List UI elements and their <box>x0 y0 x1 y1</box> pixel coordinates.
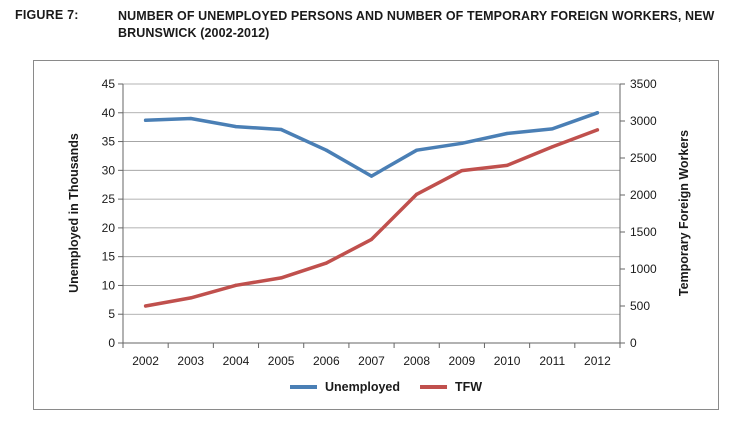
x-tick-label-2012: 2012 <box>584 354 611 368</box>
y-axis-right-title: Temporary Foreign Workers <box>677 130 691 296</box>
y-right-tick-label-0: 0 <box>630 336 637 350</box>
point-unemployed-2006 <box>324 148 328 152</box>
right-tick-labels: 0 500 1000 1500 2000 2500 3000 3500 <box>630 77 657 350</box>
point-tfw-2009 <box>460 168 464 173</box>
x-tick-labels: 2002 2003 2004 2005 2006 2007 2008 2009 2010 2011… <box>132 354 611 368</box>
point-unemployed-2005 <box>279 127 283 132</box>
point-unemployed-2007 <box>369 174 374 178</box>
figure-title: NUMBER OF UNEMPLOYED PERSONS AND NUMBER … <box>118 9 715 40</box>
point-tfw-2006 <box>324 261 328 265</box>
x-tick-label-2005: 2005 <box>268 354 295 368</box>
y-right-tick-label-1: 500 <box>630 299 650 313</box>
point-unemployed-2011 <box>550 127 554 131</box>
y-left-tick-label-8: 40 <box>102 106 116 120</box>
x-tick-label-2009: 2009 <box>449 354 476 368</box>
point-tfw-2005 <box>279 276 283 280</box>
series-line-tfw <box>143 128 600 308</box>
point-unemployed-2010 <box>505 131 509 136</box>
x-tick-label-2008: 2008 <box>403 354 430 368</box>
y-left-tick-label-0: 0 <box>108 336 115 350</box>
y-left-tick-label-9: 45 <box>102 77 116 91</box>
y-left-tick-label-3: 15 <box>102 250 116 264</box>
point-tfw-2012 <box>595 128 600 132</box>
x-tick-label-2006: 2006 <box>313 354 340 368</box>
x-tick-label-2004: 2004 <box>223 354 250 368</box>
y-right-tick-label-3: 1500 <box>630 225 657 239</box>
y-left-tick-label-2: 10 <box>102 278 116 292</box>
y-left-tick-label-7: 35 <box>102 135 116 149</box>
point-tfw-2011 <box>550 145 554 149</box>
point-tfw-2008 <box>415 192 419 196</box>
y-axis-left-title: Unemployed in Thousands <box>67 133 81 293</box>
x-tick-label-2007: 2007 <box>358 354 385 368</box>
point-unemployed-2009 <box>460 141 464 145</box>
y-right-tick-label-7: 3500 <box>630 77 657 91</box>
y-right-tick-label-2: 1000 <box>630 262 657 276</box>
series-line-unemployed <box>143 111 600 178</box>
y-left-tick-label-4: 20 <box>102 221 116 235</box>
y-left-tick-label-1: 5 <box>108 307 115 321</box>
y-left-tick-label-5: 25 <box>102 192 116 206</box>
point-unemployed-2002 <box>143 118 148 122</box>
point-tfw-2003 <box>189 296 193 300</box>
y-right-tick-label-4: 2000 <box>630 188 657 202</box>
point-tfw-2010 <box>505 163 509 167</box>
point-tfw-2002 <box>143 304 148 308</box>
x-tick-label-2003: 2003 <box>177 354 204 368</box>
left-tick-labels: 0 5 10 15 20 25 30 35 40 45 <box>102 77 116 350</box>
point-unemployed-2004 <box>234 124 238 129</box>
x-tick-label-2002: 2002 <box>132 354 159 368</box>
point-unemployed-2012 <box>595 111 600 115</box>
grid-lines <box>123 83 620 315</box>
y-right-tick-label-6: 3000 <box>630 114 657 128</box>
axes <box>118 83 625 348</box>
x-tick-label-2010: 2010 <box>494 354 521 368</box>
y-right-tick-label-5: 2500 <box>630 151 657 165</box>
legend: Unemployed TFW <box>290 380 482 394</box>
legend-label-unemployed: Unemployed <box>325 380 400 394</box>
chart-frame <box>33 60 719 410</box>
legend-label-tfw: TFW <box>455 380 482 394</box>
series-lines <box>143 111 600 308</box>
y-left-tick-label-6: 30 <box>102 163 116 177</box>
figure-label: FIGURE 7: <box>15 8 79 22</box>
point-unemployed-2003 <box>189 116 193 121</box>
point-tfw-2004 <box>234 283 238 287</box>
point-unemployed-2008 <box>415 148 419 152</box>
point-tfw-2007 <box>369 237 374 241</box>
x-tick-label-2011: 2011 <box>539 354 565 368</box>
